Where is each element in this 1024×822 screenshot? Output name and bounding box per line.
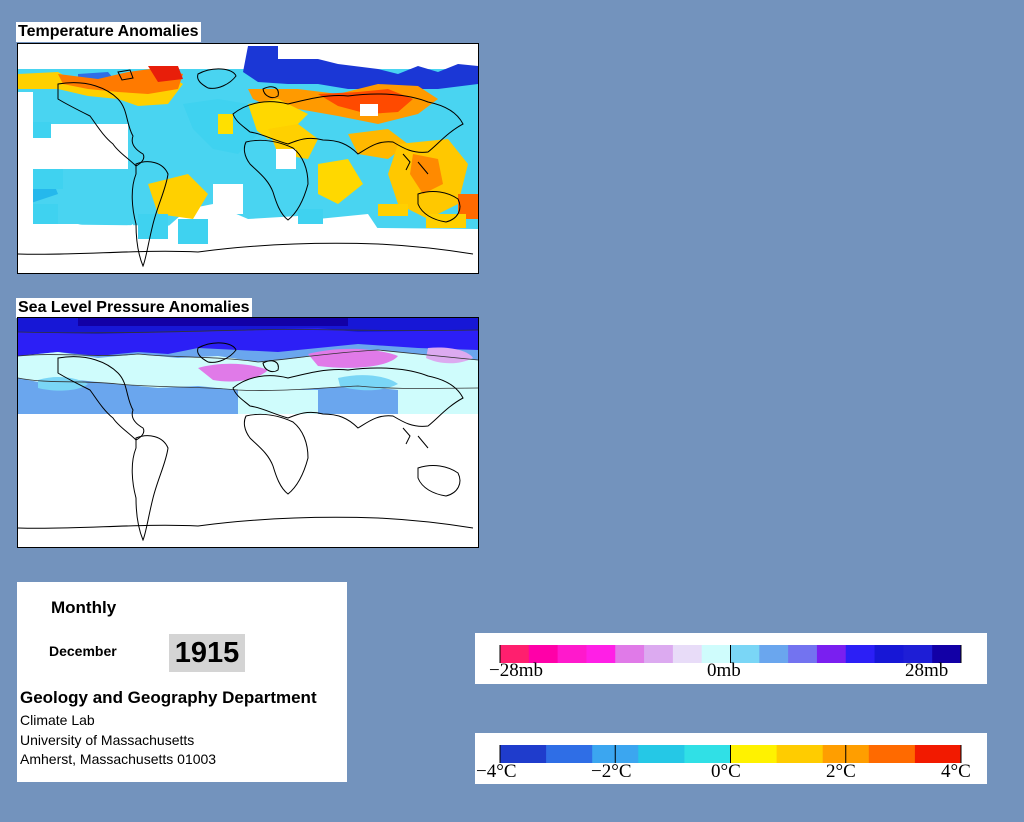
pressure-legend-swatch: [903, 645, 933, 663]
temperature-tick-plus4: 4°C: [941, 761, 971, 782]
pressure-map-title: Sea Level Pressure Anomalies: [16, 298, 252, 318]
pressure-anomaly-map: [17, 317, 479, 548]
year-display: 1915: [169, 634, 245, 672]
info-panel: Monthly December 1915 Geology and Geogra…: [17, 582, 347, 782]
university-label: University of Massachusetts: [20, 732, 195, 748]
pressure-legend-swatch: [730, 645, 760, 663]
pressure-legend-swatch: [644, 645, 674, 663]
temperature-tick-minus2: −2°C: [591, 761, 632, 782]
pressure-legend-swatch: [845, 645, 876, 663]
temperature-legend-swatch: [730, 745, 778, 763]
temperature-map-graphic: [18, 44, 478, 273]
pressure-color-bar: [499, 645, 962, 663]
pressure-map-graphic: [18, 318, 478, 547]
pressure-tick-max: 28mb: [905, 660, 949, 681]
pressure-legend-swatch: [500, 645, 530, 663]
temperature-legend-swatch: [776, 745, 824, 763]
pressure-legend-swatch: [874, 645, 904, 663]
temperature-legend-swatch: [684, 745, 731, 763]
temperature-anomaly-map: [17, 43, 479, 274]
temperature-map-title: Temperature Anomalies: [16, 22, 201, 42]
temperature-tick-zero: 0°C: [711, 761, 741, 782]
department-label: Geology and Geography Department: [20, 688, 317, 707]
temperature-legend: −4°C −2°C 0°C 2°C 4°C: [475, 733, 987, 784]
temperature-legend-swatch: [914, 745, 962, 763]
temperature-legend-swatch: [638, 745, 685, 763]
temperature-legend-swatch: [868, 745, 916, 763]
temperature-legend-swatch: [500, 745, 547, 763]
address-label: Amherst, Massachusetts 01003: [20, 751, 217, 767]
period-label: Monthly: [51, 598, 117, 617]
pressure-legend-swatch: [816, 645, 847, 663]
temperature-tick-plus2: 2°C: [826, 761, 856, 782]
pressure-legend: −28mb 0mb 28mb: [475, 633, 987, 684]
lab-label: Climate Lab: [20, 712, 95, 728]
pressure-tick-min: −28mb: [489, 660, 543, 681]
pressure-legend-swatch: [759, 645, 789, 663]
temperature-color-bar: [499, 745, 962, 763]
pressure-legend-swatch: [788, 645, 818, 663]
pressure-legend-swatch: [557, 645, 587, 663]
pressure-legend-swatch: [932, 645, 962, 663]
temperature-tick-minus4: −4°C: [476, 761, 517, 782]
pressure-legend-swatch: [672, 645, 703, 663]
pressure-legend-swatch: [615, 645, 645, 663]
pressure-legend-swatch: [528, 645, 559, 663]
pressure-legend-swatch: [586, 645, 616, 663]
pressure-legend-swatch: [701, 645, 731, 663]
pressure-tick-zero: 0mb: [707, 660, 741, 681]
temperature-legend-swatch: [546, 745, 593, 763]
month-label: December: [49, 643, 117, 659]
